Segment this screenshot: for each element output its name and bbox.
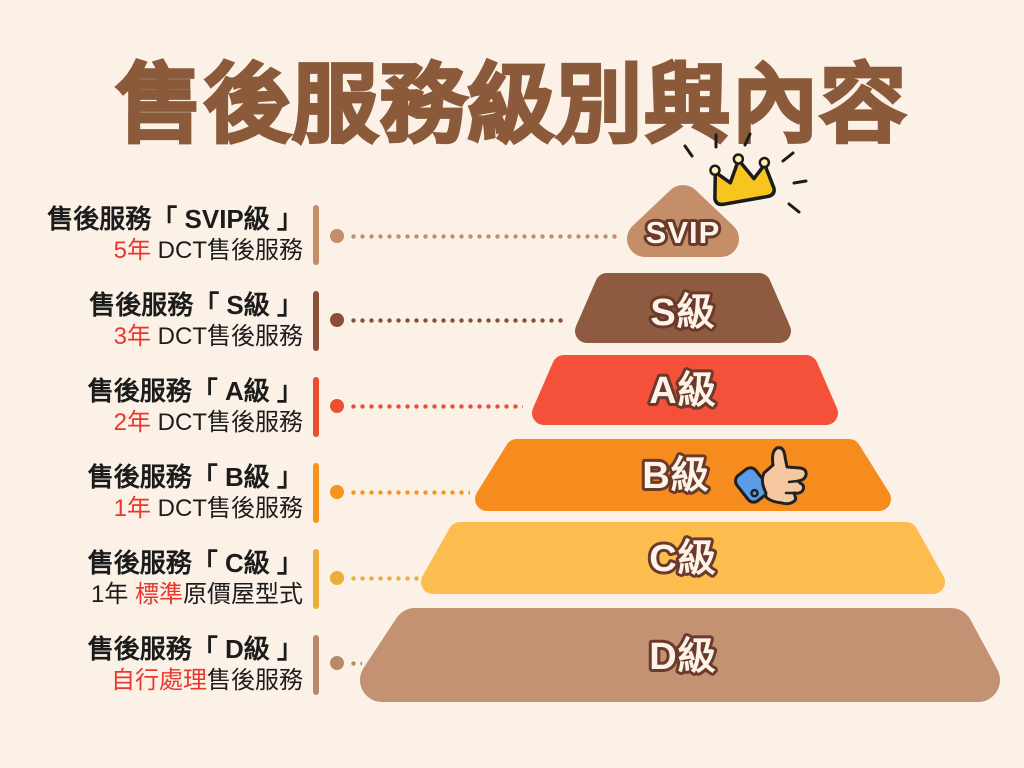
connector-dot [330,485,344,499]
pyramid-level-a [532,355,838,425]
pyramid-label-c: C級 [649,538,716,580]
service-row-text: 售後服務「 A級 」 2年 DCT售後服務 [0,374,303,438]
crown-tip-left [709,164,721,177]
connector-dot [330,571,344,585]
pyramid-label-b: B級 [642,455,709,497]
page-title: 售後服務級別與內容 [115,56,908,155]
connector-dot [330,399,344,413]
connector-dots [349,661,362,666]
service-row-text: 售後服務「 SVIP級 」 5年 DCT售後服務 [0,202,303,266]
service-level-desc: 5年 DCT售後服務 [0,236,303,266]
sparkle-lines [683,132,808,214]
crown-tip-right [758,156,771,169]
pyramid-label-d: D級 [649,636,716,678]
service-row-c: 售後服務「 C級 」 1年 標準原價屋型式 [0,546,1024,616]
thumbs-up-hand [760,446,808,506]
service-level-title: 售後服務「 D級 」 [87,634,303,664]
service-level-title: 售後服務「 SVIP級 」 [47,204,303,234]
service-level-title: 售後服務「 C級 」 [87,548,303,578]
sleeve-button [750,488,759,498]
desc-post: 售後服務 [207,667,303,694]
pyramid-level-svip [627,185,739,257]
service-level-title: 售後服務「 B級 」 [87,462,303,492]
desc-accent: 自行處理 [111,667,207,694]
service-row-a: 售後服務「 A級 」 2年 DCT售後服務 [0,374,1024,444]
crown-tip-middle [732,153,745,165]
pyramid-level-s [575,273,791,343]
pyramid-label-a: A級 [649,370,716,412]
connector-dots [349,490,470,495]
service-level-desc: 3年 DCT售後服務 [0,322,303,352]
connector-dot [330,313,344,327]
service-level-desc: 1年 DCT售後服務 [0,494,303,524]
service-row-text: 售後服務「 C級 」 1年 標準原價屋型式 [0,546,303,610]
service-row-s: 售後服務「 S級 」 3年 DCT售後服務 [0,288,1024,358]
level-bar [313,377,319,437]
pyramid-label-s: S級 [650,292,715,334]
service-row-text: 售後服務「 D級 」 自行處理售後服務 [0,632,303,696]
desc-accent: 5年 [113,237,151,264]
crown-body [713,158,776,207]
desc-post: DCT售後服務 [151,237,303,264]
connector-dots [349,576,419,581]
thumbs-up-icon [734,446,808,506]
desc-post: DCT售後服務 [151,323,303,350]
pyramid-label-svip: SVIP [646,215,721,250]
service-level-title: 售後服務「 A級 」 [87,376,303,406]
service-row-d: 售後服務「 D級 」 自行處理售後服務 [0,632,1024,702]
desc-accent: 3年 [113,323,151,350]
level-bar [313,463,319,523]
service-level-desc: 自行處理售後服務 [0,666,303,696]
connector-dot [330,229,344,243]
connector-dot [330,656,344,670]
connector-dots [349,404,523,409]
level-bar [313,291,319,351]
service-row-b: 售後服務「 B級 」 1年 DCT售後服務 [0,460,1024,530]
service-level-desc: 1年 標準原價屋型式 [0,580,303,610]
desc-accent: 2年 [113,409,151,436]
connector-dots [349,234,620,239]
desc-accent: 標準 [135,581,183,608]
desc-accent: 1年 [113,495,151,522]
pyramid-level-c [421,522,945,594]
service-row-text: 售後服務「 B級 」 1年 DCT售後服務 [0,460,303,524]
service-row-text: 售後服務「 S級 」 3年 DCT售後服務 [0,288,303,352]
service-row-svip: 售後服務「 SVIP級 」 5年 DCT售後服務 [0,202,1024,272]
desc-post: DCT售後服務 [151,409,303,436]
desc-post: 原價屋型式 [183,581,303,608]
level-bar [313,549,319,609]
desc-post: DCT售後服務 [151,495,303,522]
level-bar [313,635,319,695]
finger-lines [784,479,800,495]
level-bar [313,205,319,265]
desc-pre: 1年 [90,581,135,608]
pyramid-level-d [360,608,1000,702]
crown-icon [683,132,808,214]
service-level-title: 售後服務「 S級 」 [89,290,303,320]
connector-dots [349,318,565,323]
service-level-desc: 2年 DCT售後服務 [0,408,303,438]
